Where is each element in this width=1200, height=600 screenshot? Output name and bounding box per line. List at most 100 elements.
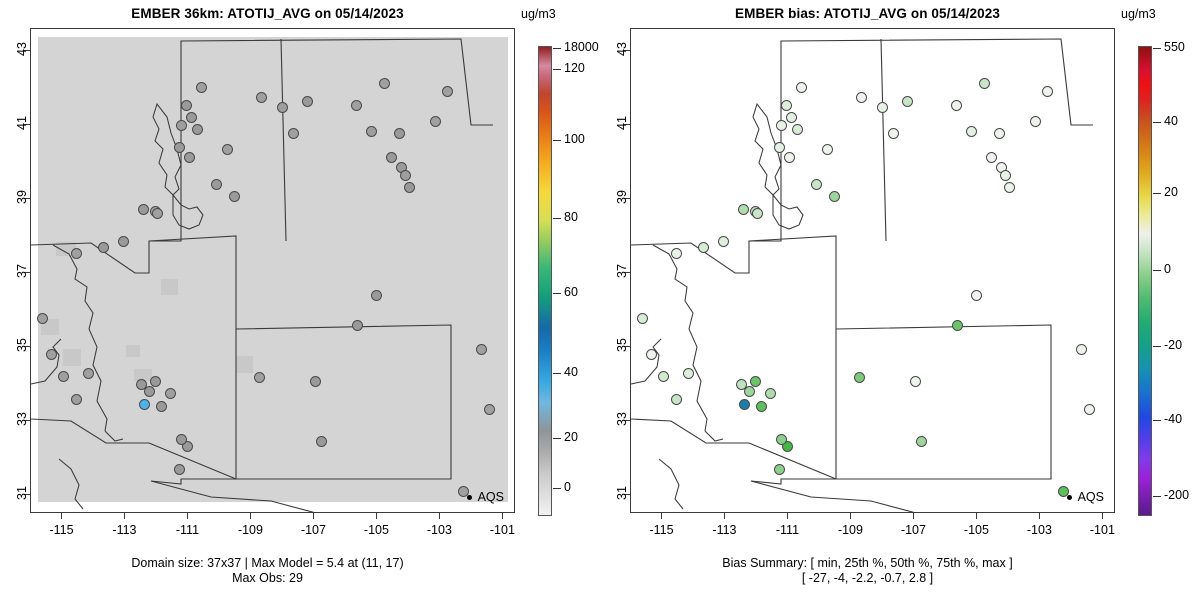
aqs-point [155, 400, 167, 412]
x-axis-tick [913, 513, 915, 519]
aqs-point [670, 393, 682, 405]
aqs-point-min [738, 398, 750, 410]
x-axis-tick [61, 513, 63, 519]
aqs-point [950, 99, 962, 111]
y-axis-tick-label: 43 [15, 42, 29, 57]
y-axis-tick-label: 37 [615, 264, 629, 279]
x-axis-tick [250, 513, 252, 519]
aqs-point [755, 400, 767, 412]
colorbar-tick-label: 60 [564, 285, 578, 299]
aqs-point [855, 91, 867, 103]
x-axis-tick [376, 513, 378, 519]
x-axis-tick-label: -103 [1026, 523, 1052, 537]
aqs-marker-icon [1066, 494, 1072, 500]
x-axis-tick [787, 513, 789, 519]
aqs-point [1075, 343, 1087, 355]
y-axis-tick [24, 494, 30, 496]
aqs-legend-bias: AQS [1066, 490, 1104, 504]
aqs-point [210, 178, 222, 190]
aqs-point [195, 81, 207, 93]
aqs-point [1029, 115, 1041, 127]
y-axis-tick-label: 35 [615, 338, 629, 353]
colorbar-tick-label: 20 [564, 430, 578, 444]
caption-line-2: [ -27, -4, -2.2, -0.7, 2.8 ] [801, 571, 934, 585]
y-axis-tick-label: 31 [615, 486, 629, 501]
aqs-point [97, 241, 109, 253]
colorbar-units-bias: ug/m3 [1121, 7, 1156, 21]
y-axis-tick-label: 43 [615, 42, 629, 57]
aqs-point [370, 289, 382, 301]
aqs-point [365, 125, 377, 137]
aqs-point [143, 385, 155, 397]
aqs-legend-label: AQS [477, 490, 504, 504]
x-axis-tick-label: -107 [300, 523, 326, 537]
aqs-point [970, 289, 982, 301]
aqs-point [475, 343, 487, 355]
colorbar-tick [553, 48, 561, 49]
aqs-point [781, 440, 793, 452]
aqs-point [149, 375, 161, 387]
aqs-point [993, 127, 1005, 139]
aqs-point-max [138, 398, 150, 410]
colorbar-tick [553, 438, 561, 439]
raster-cell [236, 356, 253, 373]
aqs-point [657, 370, 669, 382]
aqs-point [828, 190, 840, 202]
aqs-point [645, 348, 657, 360]
raster-cell [126, 345, 140, 357]
colorbar-tick-label: 40 [564, 365, 578, 379]
aqs-point [276, 101, 288, 113]
aqs-point [173, 141, 185, 153]
colorbar-tick-label: 120 [564, 61, 585, 75]
colorbar-tick-label: 40 [1164, 114, 1178, 128]
aqs-point [1083, 403, 1095, 415]
x-axis-tick [124, 513, 126, 519]
aqs-point [70, 393, 82, 405]
aqs-point [378, 77, 390, 89]
aqs-point [636, 312, 648, 324]
y-axis-tick-label: 31 [15, 486, 29, 501]
colorbar-tick-label: 0 [1164, 262, 1171, 276]
aqs-point [1057, 485, 1069, 497]
x-axis-tick-label: -103 [426, 523, 452, 537]
x-axis-tick-label: -107 [900, 523, 926, 537]
aqs-point [137, 203, 149, 215]
x-axis-tick-label: -101 [1089, 523, 1115, 537]
colorbar-tick [1153, 270, 1161, 271]
aqs-point [999, 169, 1011, 181]
y-axis-tick [24, 50, 30, 52]
aqs-point [183, 151, 195, 163]
raster-cell [161, 279, 178, 295]
aqs-point [393, 127, 405, 139]
aqs-point [775, 119, 787, 131]
aqs-marker-icon [466, 494, 472, 500]
aqs-point [135, 378, 147, 390]
aqs-point [751, 207, 763, 219]
map-plot-bias: AQS [630, 28, 1115, 513]
state-boundaries-svg [631, 38, 1093, 512]
x-axis-tick [1039, 513, 1041, 519]
colorbar-gradient-bias [1138, 46, 1152, 516]
colorbar-tick-label: 0 [564, 480, 571, 494]
y-axis-tick-label: 41 [15, 116, 29, 131]
x-axis-tick [724, 513, 726, 519]
raster-cell [134, 369, 152, 381]
aqs-point [682, 367, 694, 379]
aqs-point [57, 370, 69, 382]
x-axis-tick-label: -109 [237, 523, 263, 537]
aqs-point [773, 141, 785, 153]
y-axis-tick-label: 33 [15, 412, 29, 427]
aqs-point [228, 190, 240, 202]
colorbar-tick [553, 140, 561, 141]
aqs-point [887, 127, 899, 139]
panel-title-model: EMBER 36km: ATOTIJ_AVG on 05/14/2023 [131, 6, 404, 21]
y-axis-tick [624, 494, 630, 496]
aqs-point [181, 440, 193, 452]
colorbar-tick [1153, 420, 1161, 421]
colorbar-tick [1153, 193, 1161, 194]
colorbar-tick [1153, 346, 1161, 347]
colorbar-tick-label: -200 [1164, 488, 1190, 502]
aqs-point [350, 99, 362, 111]
aqs-point [287, 127, 299, 139]
x-axis-tick-label: -105 [963, 523, 989, 537]
